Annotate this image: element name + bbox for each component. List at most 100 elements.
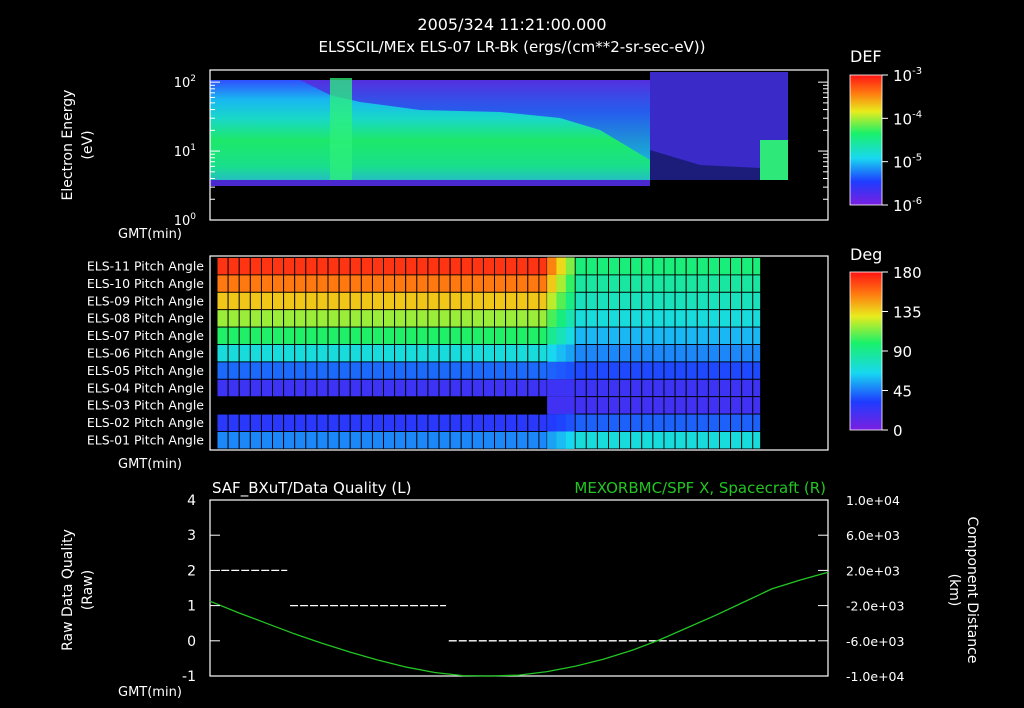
pitch-cell <box>719 413 732 432</box>
pitch-cell <box>596 413 609 432</box>
pitch-cell <box>752 291 762 311</box>
pitch-cell <box>730 274 743 293</box>
quality-xaxis-label: GMT(min) <box>118 685 182 700</box>
pitch-cell <box>427 344 440 363</box>
pitch-cell <box>371 413 384 432</box>
pitch-cell <box>696 291 709 311</box>
pitch-cell <box>719 431 732 450</box>
pitch-cell <box>405 361 418 380</box>
pitch-angle-cells <box>216 257 762 450</box>
pitch-cell <box>238 431 251 450</box>
pitch-cell <box>494 413 507 432</box>
pitch-cell <box>471 361 484 380</box>
pitch-cell <box>730 257 743 276</box>
pitch-cell <box>652 431 665 450</box>
spectrogram-late-green <box>760 140 788 180</box>
pitch-cell <box>652 378 665 398</box>
pitch-cell-transition <box>547 344 557 362</box>
pitch-cell <box>305 326 318 345</box>
pitch-cell <box>360 344 373 363</box>
pitch-cell <box>494 361 507 380</box>
pitch-cell <box>371 344 384 363</box>
energy-ylabel-units: (eV) <box>80 130 96 159</box>
pitch-cell <box>741 378 754 398</box>
pitch-cell <box>427 431 440 450</box>
pitch-cell <box>427 291 440 311</box>
pitch-cell <box>674 431 687 450</box>
y-tick-label: 0 <box>187 634 196 650</box>
pitch-cell <box>585 291 598 311</box>
pitch-cell <box>516 378 529 398</box>
pitch-cell <box>674 361 687 380</box>
pitch-cell <box>707 378 720 398</box>
pitch-cell <box>585 361 598 380</box>
pitch-cell <box>707 309 720 328</box>
pitch-cell <box>283 431 296 450</box>
pitch-cell <box>371 291 384 311</box>
pitch-cell <box>663 274 676 293</box>
pitch-cell <box>338 431 351 450</box>
pitch-cell <box>608 274 621 293</box>
pitch-cell-transition <box>547 396 557 415</box>
pitch-cell <box>327 413 340 432</box>
pitch-cell <box>360 326 373 345</box>
pitch-cell <box>482 431 495 450</box>
pitch-cell <box>394 326 407 345</box>
pitch-cell <box>316 309 329 328</box>
pitch-cell <box>596 326 609 345</box>
pitch-cell <box>741 291 754 311</box>
pitch-cell <box>216 291 229 311</box>
pitch-cell <box>216 257 229 276</box>
pitch-cell-transition <box>556 396 567 415</box>
pitch-cell <box>619 257 632 276</box>
pitch-cell <box>260 326 273 345</box>
pitch-cell <box>516 361 529 380</box>
pitch-cell <box>338 309 351 328</box>
pitch-cell <box>471 378 484 398</box>
pitch-cell <box>294 378 307 398</box>
pitch-cell <box>316 378 329 398</box>
pitch-cell <box>585 344 598 363</box>
y-tick-label-right: -6.0e+03 <box>846 634 904 649</box>
colorbar-tick-label: 10-6 <box>893 196 922 215</box>
pitch-cell <box>516 326 529 345</box>
pitch-row-label: ELS-11 Pitch Angle <box>87 259 204 274</box>
pitch-cell <box>416 257 429 276</box>
pitch-cell <box>283 257 296 276</box>
pitch-cell <box>227 291 240 311</box>
spectrogram-band-late-low <box>650 150 760 182</box>
pitch-cell <box>327 257 340 276</box>
pitch-cell <box>238 378 251 398</box>
pitch-cell-transition <box>547 379 557 397</box>
pitch-cell <box>752 344 762 363</box>
pitch-cell <box>238 257 251 276</box>
pitch-cell-transition <box>556 309 567 328</box>
pitch-cell <box>538 344 548 363</box>
energy-y-ticks: 100 101 102 <box>174 74 828 229</box>
pitch-cell <box>505 257 518 276</box>
pitch-cell <box>505 431 518 450</box>
pitch-cell <box>596 396 609 415</box>
pitch-cell <box>505 378 518 398</box>
pitch-cell-transition <box>556 257 567 275</box>
pitch-cell <box>438 413 451 432</box>
pitch-cell <box>249 378 262 398</box>
pitch-cell <box>349 274 362 293</box>
y-tick-label: -1 <box>182 669 196 685</box>
pitch-cell <box>652 326 665 345</box>
pitch-cell <box>663 413 676 432</box>
colorbar-tick-label: 90 <box>893 343 912 361</box>
pitch-cell <box>707 257 720 276</box>
pitch-cell <box>272 274 285 293</box>
pitch-cell <box>685 396 698 415</box>
pitch-cell <box>596 431 609 450</box>
pitch-cell <box>238 344 251 363</box>
quality-ylabel-right-units: (km) <box>946 574 962 607</box>
pitch-cell-transition <box>565 274 576 293</box>
pitch-cell <box>674 274 687 293</box>
pitch-cell <box>460 291 473 311</box>
pitch-cell-transition <box>565 344 576 362</box>
pitch-cell <box>383 309 396 328</box>
pitch-cell <box>371 309 384 328</box>
